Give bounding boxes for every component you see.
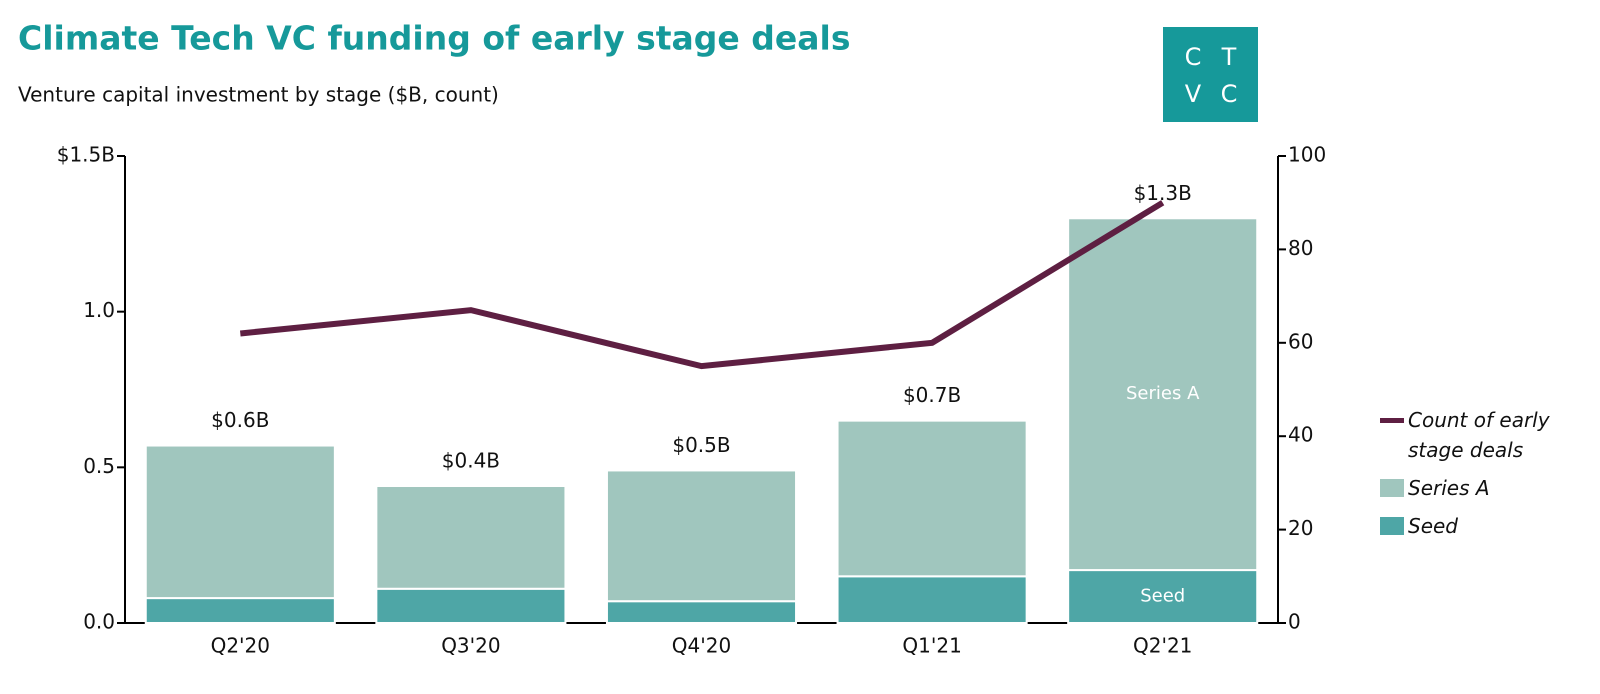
total-label: $1.3B <box>1134 181 1192 205</box>
bar-segment <box>836 419 1028 578</box>
y-tick-label: 0.5 <box>83 454 115 478</box>
bar-segment <box>605 600 798 624</box>
legend: Count of early stage deals Series A Seed <box>1380 405 1595 549</box>
total-label: $0.5B <box>672 433 730 457</box>
x-tick-label: Q2'21 <box>1133 634 1192 658</box>
bar-segment <box>144 597 336 624</box>
bar-segment <box>144 444 336 600</box>
bar-segment <box>1067 217 1259 572</box>
legend-item: Seed <box>1380 511 1595 541</box>
segment-label: Series A <box>1126 383 1200 404</box>
legend-item: Series A <box>1380 473 1595 503</box>
bar-segment <box>375 485 567 590</box>
bar-segment <box>605 469 798 603</box>
line <box>239 200 1165 370</box>
logo-letter: T <box>1221 43 1237 71</box>
chart-title: Climate Tech VC funding of early stage d… <box>18 19 850 58</box>
y2-tick-label: 0 <box>1288 610 1301 634</box>
legend-label: Series A <box>1408 476 1490 500</box>
y2-tick-label: 80 <box>1288 236 1313 260</box>
legend-label: Count of early stage deals <box>1408 408 1550 462</box>
chart-subtitle: Venture capital investment by stage ($B,… <box>18 83 499 107</box>
x-tick-label: Q3'20 <box>441 634 500 658</box>
y-tick-label: 1.0 <box>83 298 115 322</box>
x-tick-label: Q2'20 <box>211 634 270 658</box>
bar-segment <box>836 575 1028 624</box>
bar-segment <box>1067 569 1259 624</box>
y-tick-label: $1.5B <box>57 143 115 167</box>
logo-letter: V <box>1185 80 1202 108</box>
legend-swatch <box>1380 418 1404 423</box>
y2-tick-label: 20 <box>1288 516 1313 540</box>
bar-segment <box>375 587 567 625</box>
y2-tick-label: 60 <box>1288 329 1313 353</box>
y-tick-label: 0.0 <box>83 610 115 634</box>
logo-letter: C <box>1221 80 1238 108</box>
logo-box <box>1163 27 1258 122</box>
y2-tick-label: 100 <box>1288 143 1326 167</box>
total-label: $0.7B <box>903 383 961 407</box>
x-tick-label: Q1'21 <box>902 634 961 658</box>
y2-tick-label: 40 <box>1288 423 1313 447</box>
legend-swatch <box>1380 479 1404 497</box>
legend-item: Count of early stage deals <box>1380 405 1595 465</box>
total-label: $0.4B <box>442 449 500 473</box>
segment-label: Seed <box>1140 586 1185 607</box>
total-label: $0.6B <box>211 408 269 432</box>
x-tick-label: Q4'20 <box>672 634 731 658</box>
logo-letter: C <box>1185 43 1202 71</box>
legend-label: Seed <box>1408 514 1458 538</box>
legend-swatch <box>1380 517 1404 535</box>
